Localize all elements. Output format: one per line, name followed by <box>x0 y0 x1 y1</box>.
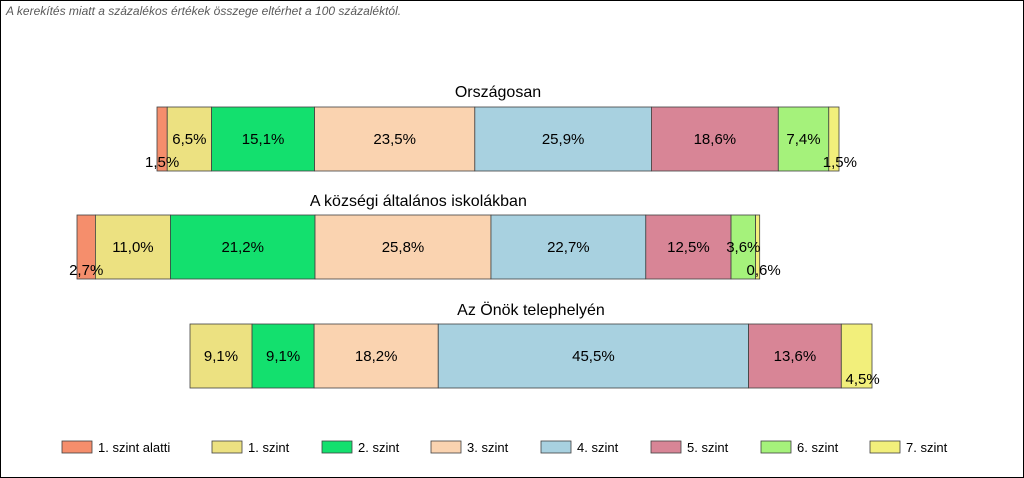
bar-2-label-3: 21,2% <box>221 239 264 256</box>
legend-label-3: 2. szint <box>358 440 400 455</box>
bar-1-segment-4 <box>314 106 476 172</box>
legend-swatch-7 <box>760 440 792 454</box>
bar-1-label-4: 23,5% <box>373 131 416 148</box>
bar-3-segment-5 <box>437 323 749 389</box>
bar-1-label-3: 15,1% <box>242 131 285 148</box>
bar-2-segment-4 <box>314 214 492 280</box>
bar-1-label-5: 25,9% <box>542 131 585 148</box>
bar-2-segment-3 <box>170 214 316 280</box>
legend-label-4: 3. szint <box>467 440 509 455</box>
bar-1-label-1: 1,5% <box>145 154 179 171</box>
bar-2-segment-7 <box>730 214 756 280</box>
bar-1-label-2: 6,5% <box>172 131 206 148</box>
bar-1-segment-2 <box>166 106 212 172</box>
bar-title-2: A községi általános iskolákban <box>310 193 527 210</box>
legend-label-6: 5. szint <box>687 440 729 455</box>
bar-1-label-7: 7,4% <box>786 131 820 148</box>
legend-label-7: 6. szint <box>797 440 839 455</box>
bar-2-label-4: 25,8% <box>382 239 425 256</box>
bar-3-segment-2 <box>189 323 253 389</box>
legend-swatch-4 <box>430 440 462 454</box>
bar-2-label-8: 0,6% <box>747 262 781 279</box>
legend-label-8: 7. szint <box>906 440 948 455</box>
legend-label-2: 1. szint <box>248 440 290 455</box>
bar-title-1: Országosan <box>455 84 541 101</box>
bar-2-segment-6 <box>645 214 732 280</box>
bar-2-segment-8 <box>755 214 761 280</box>
bar-title-3: Az Önök telephelyén <box>457 301 605 319</box>
rounding-note: A kerekítés miatt a százalékos értékek ö… <box>6 4 402 18</box>
bar-2-segment-2 <box>95 214 171 280</box>
bar-1-segment-7 <box>777 106 830 172</box>
bar-1-label-8: 1,5% <box>823 154 857 171</box>
bar-3-label-2: 9,1% <box>204 348 238 365</box>
bar-3-segment-3 <box>251 323 315 389</box>
bar-2-label-7: 3,6% <box>726 239 760 256</box>
bar-3-label-5: 45,5% <box>572 348 615 365</box>
bar-2-label-5: 22,7% <box>547 239 590 256</box>
bar-3-label-8: 4,5% <box>846 371 880 388</box>
bar-3-segment-4 <box>313 323 439 389</box>
legend-label-5: 4. szint <box>577 440 619 455</box>
legend-swatch-3 <box>321 440 353 454</box>
bar-2-label-6: 12,5% <box>667 239 710 256</box>
legend-swatch-1 <box>61 440 93 454</box>
bar-1-segment-5 <box>474 106 652 172</box>
legend-label-1: 1. szint alatti <box>98 440 170 455</box>
bar-3-label-6: 13,6% <box>774 348 817 365</box>
legend-swatch-8 <box>869 440 901 454</box>
bar-1-label-6: 18,6% <box>694 131 737 148</box>
bar-1-segment-8 <box>828 106 840 172</box>
bar-1-segment-6 <box>651 106 779 172</box>
bar-3-label-3: 9,1% <box>266 348 300 365</box>
bar-2-label-1: 2,7% <box>69 262 103 279</box>
legend-swatch-5 <box>540 440 572 454</box>
legend-swatch-2 <box>211 440 243 454</box>
legend-swatch-6 <box>650 440 682 454</box>
bar-3-segment-6 <box>748 323 842 389</box>
bar-3-segment-8 <box>840 323 873 389</box>
bar-2-label-2: 11,0% <box>112 239 153 256</box>
bar-3-label-4: 18,2% <box>355 348 398 365</box>
